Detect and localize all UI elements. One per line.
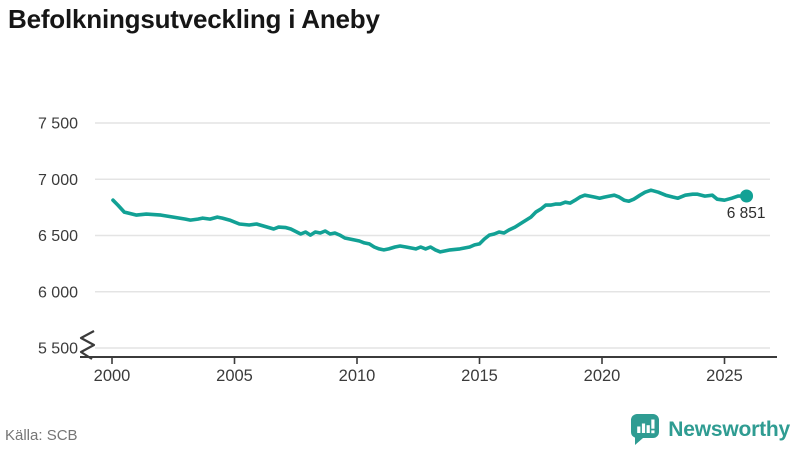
bar-chart-speech-bubble-icon xyxy=(631,414,660,445)
y-tick-label: 6 500 xyxy=(38,228,78,245)
y-tick-label: 7 500 xyxy=(38,116,78,133)
y-tick-label: 6 000 xyxy=(38,284,78,301)
brand-name: Newsworthy xyxy=(668,417,790,441)
y-tick-label: 5 500 xyxy=(38,341,78,358)
population-line xyxy=(111,188,749,254)
population-series: 6 851 xyxy=(111,188,766,254)
axis-break-icon xyxy=(79,330,96,360)
end-point-marker xyxy=(740,189,754,203)
axis-break-squiggle xyxy=(79,330,96,360)
newsworthy-logo: Newsworthy xyxy=(630,413,790,446)
x-tick-label: 2025 xyxy=(706,367,743,385)
gridlines xyxy=(95,122,770,349)
end-value-label: 6 851 xyxy=(727,205,766,222)
source-caption: Källa: SCB xyxy=(5,427,78,444)
y-axis-labels: 5 500 6 000 6 500 7 000 7 500 xyxy=(38,116,78,358)
chart-title: Befolkningsutveckling i Aneby xyxy=(8,4,380,34)
x-tick-label: 2015 xyxy=(461,367,498,385)
x-axis: 2000 2005 2010 2015 2020 2025 xyxy=(80,356,777,385)
x-tick-label: 2000 xyxy=(94,367,131,385)
y-tick-label: 7 000 xyxy=(38,172,78,189)
x-tick-label: 2020 xyxy=(584,367,621,385)
x-tick-label: 2005 xyxy=(216,367,253,385)
x-tick-label: 2010 xyxy=(339,367,376,385)
